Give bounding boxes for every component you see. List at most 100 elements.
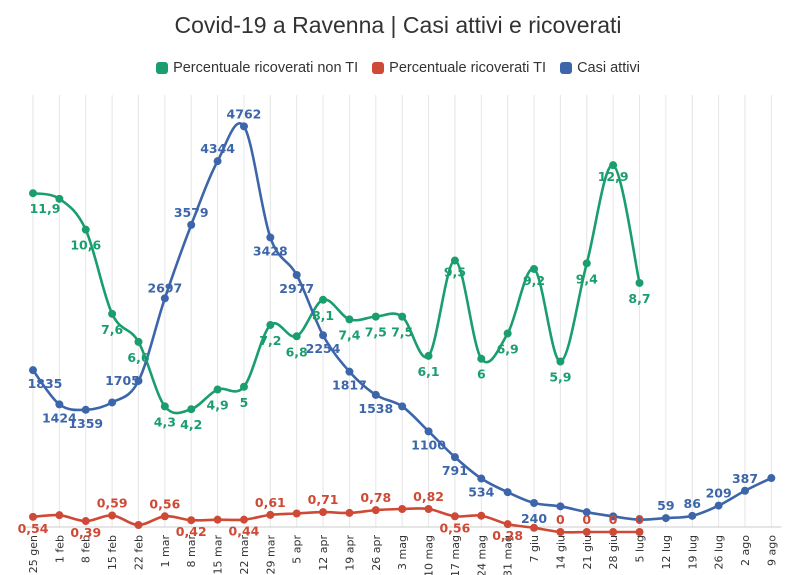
data-label: 2977 (279, 281, 314, 296)
legend-item-casi-attivi[interactable]: Casi attivi (560, 60, 640, 76)
data-label: 0,28 (492, 528, 523, 543)
data-point (345, 367, 354, 376)
data-label: 1424 (42, 410, 77, 425)
data-point (29, 366, 37, 375)
x-tick-label: 19 apr (343, 535, 356, 571)
data-label: 0 (556, 512, 565, 527)
data-point (160, 402, 169, 411)
x-tick-label: 7 giu (528, 535, 541, 563)
x-tick-label: 8 mar (185, 535, 198, 568)
data-point (450, 512, 459, 521)
data-label: 1538 (358, 401, 393, 416)
data-point (81, 405, 90, 414)
data-label: 1817 (332, 378, 367, 393)
data-point (55, 194, 64, 203)
data-point (55, 400, 64, 409)
data-label: 9,5 (444, 265, 466, 280)
data-point (292, 509, 301, 518)
data-label: 86 (684, 496, 702, 511)
data-point (530, 523, 539, 532)
data-point (398, 504, 407, 513)
data-label: 791 (442, 463, 468, 478)
legend-item-non-ti[interactable]: Percentuale ricoverati non TI (156, 60, 358, 76)
x-tick-label: 12 lug (660, 535, 673, 570)
legend-label-ti: Percentuale ricoverati TI (389, 60, 547, 76)
data-label: 3579 (174, 205, 209, 220)
data-label: 4,9 (207, 398, 229, 413)
data-point (450, 453, 459, 462)
data-label: 3428 (253, 243, 288, 258)
data-label: 534 (468, 485, 494, 500)
x-tick-label: 24 mag (475, 535, 488, 575)
data-point (688, 511, 697, 520)
data-label: 240 (521, 511, 547, 526)
x-tick-label: 10 mag (423, 535, 436, 575)
x-tick-label: 29 mar (264, 535, 277, 575)
data-label: 9,2 (523, 273, 545, 288)
data-point (160, 294, 169, 303)
data-label: 0,42 (176, 524, 207, 539)
x-tick-label: 5 apr (291, 535, 304, 564)
x-tick-label: 21 giu (581, 535, 594, 570)
data-point (134, 337, 143, 346)
data-label: 0,82 (413, 489, 444, 504)
data-label: 0,61 (255, 495, 286, 510)
data-point (371, 390, 380, 399)
data-label: 0,78 (360, 490, 391, 505)
x-tick-label: 26 lug (713, 535, 726, 570)
data-point (187, 220, 196, 229)
data-label: 0,56 (149, 496, 180, 511)
data-label: 387 (732, 471, 758, 486)
data-point (213, 385, 222, 394)
data-label: 4,2 (180, 417, 202, 432)
data-label: 0 (609, 512, 618, 527)
x-tick-label: 15 mar (212, 535, 225, 575)
data-label: 4,3 (154, 414, 176, 429)
legend-item-ti[interactable]: Percentuale ricoverati TI (372, 60, 546, 76)
x-tick-label: 2 ago (739, 535, 752, 566)
data-point (319, 331, 328, 340)
data-point (371, 312, 380, 321)
data-label: 0,59 (97, 495, 128, 510)
data-label: 9,4 (576, 271, 598, 286)
x-tick-label: 8 feb (80, 535, 93, 563)
data-point (477, 354, 486, 363)
data-label: 7,5 (391, 325, 413, 340)
data-label: 7,5 (365, 325, 387, 340)
data-point (424, 351, 433, 360)
x-tick-label: 22 feb (132, 535, 145, 570)
data-label: 0,54 (18, 521, 49, 536)
x-tick-label: 3 mag (396, 535, 409, 570)
data-point (266, 510, 275, 519)
data-label: 0,56 (439, 520, 470, 535)
legend-swatch-non-ti (156, 62, 169, 74)
data-point (609, 528, 618, 536)
data-label: 6,9 (497, 341, 519, 356)
data-point (266, 321, 275, 330)
data-point (81, 517, 90, 526)
data-point (213, 157, 222, 166)
x-tick-label: 26 apr (370, 535, 383, 571)
data-point (398, 402, 407, 411)
data-label: 5 (240, 395, 249, 410)
data-point (767, 474, 776, 483)
legend-label-casi-attivi: Casi attivi (577, 60, 640, 76)
data-point (160, 512, 169, 521)
data-label: 4762 (227, 106, 262, 121)
x-tick-label: 1 feb (53, 535, 66, 563)
x-tick-label: 5 lug (634, 535, 647, 563)
data-point (556, 502, 565, 511)
data-label: 7,4 (338, 327, 360, 342)
data-point (345, 508, 354, 517)
x-tick-label: 31 mag (502, 535, 515, 575)
chart-title: Covid-19 a Ravenna | Casi attivi e ricov… (174, 12, 622, 38)
data-point (345, 315, 354, 324)
data-point (503, 488, 512, 497)
x-tick-label: 25 gen (27, 535, 40, 573)
data-point (319, 295, 328, 304)
data-point (187, 405, 196, 414)
data-point (477, 511, 486, 520)
data-point (609, 161, 618, 170)
data-point (239, 382, 248, 391)
